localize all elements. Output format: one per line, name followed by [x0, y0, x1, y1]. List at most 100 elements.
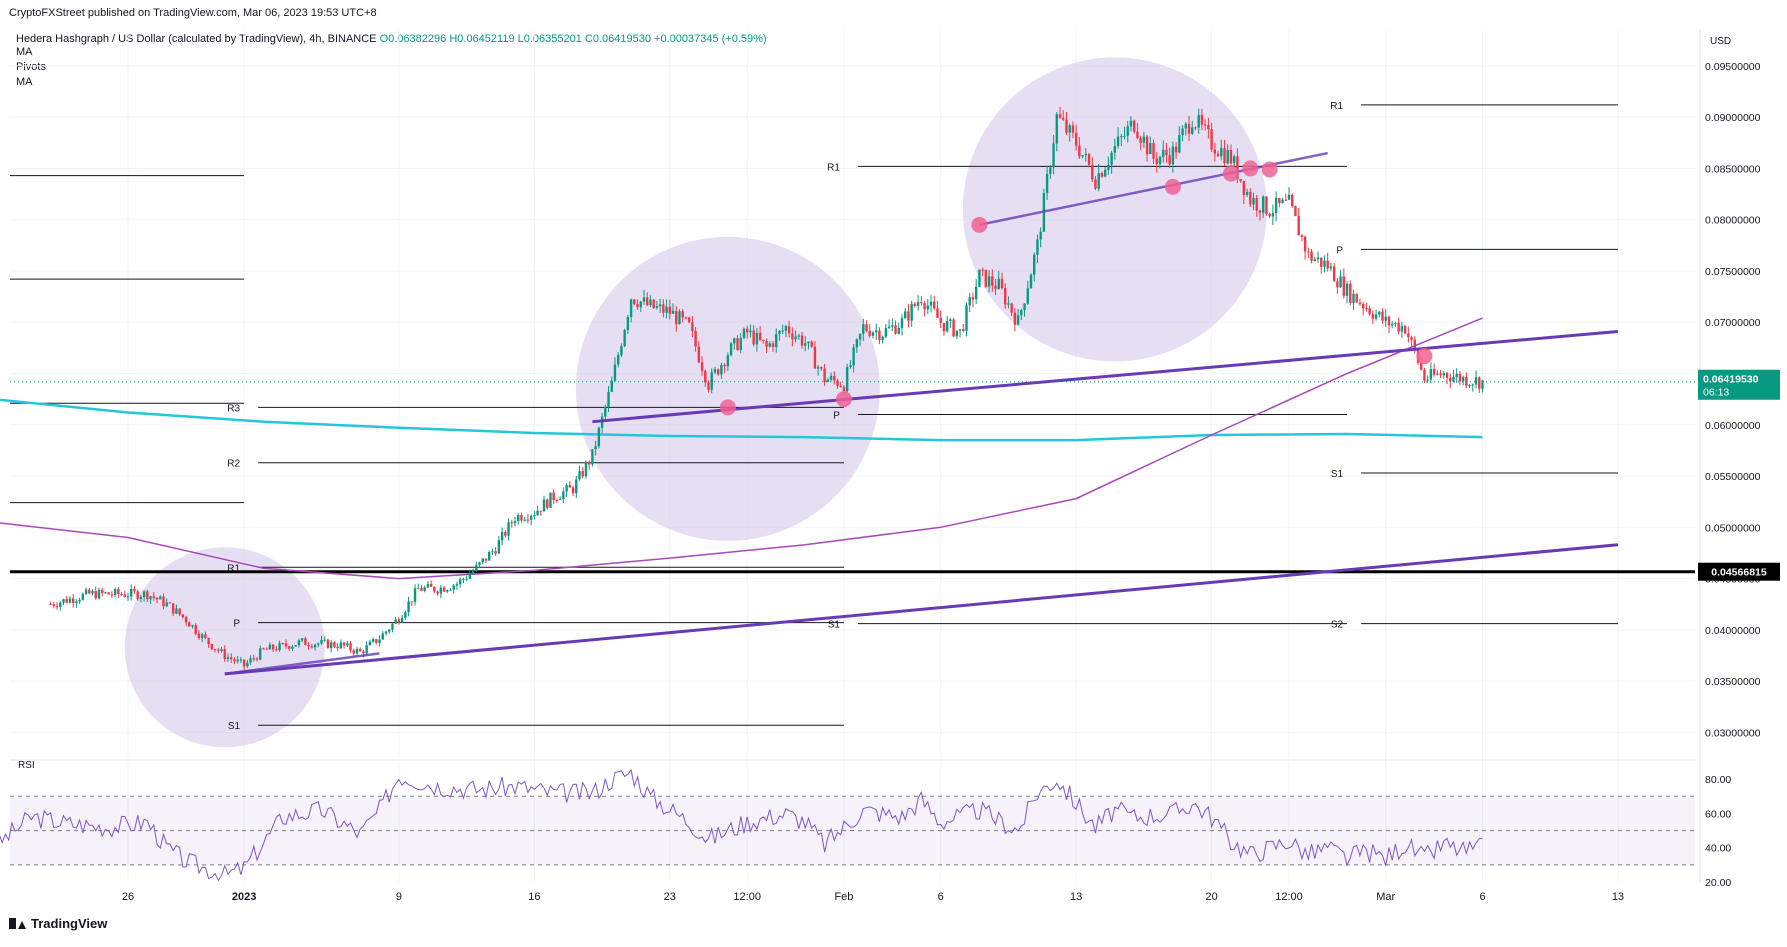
candle-body	[91, 591, 94, 594]
candle-body	[1471, 384, 1475, 386]
candle-body	[110, 594, 114, 596]
time-tick-label: Feb	[834, 891, 853, 903]
candle-body	[881, 336, 884, 340]
candle-body	[1062, 117, 1065, 120]
candle-body	[655, 306, 659, 308]
highlight-zone-circle	[575, 236, 880, 541]
price-tick-label: 0.08000000	[1705, 215, 1761, 227]
touch-marker	[971, 216, 988, 233]
candle-body	[558, 499, 562, 501]
candle-body	[1162, 149, 1165, 157]
candle-body	[658, 304, 662, 307]
candle-body	[1310, 251, 1313, 261]
candle-body	[233, 659, 236, 662]
candle-body	[326, 639, 330, 649]
candle-body	[997, 278, 1000, 289]
candle-body	[1374, 314, 1378, 319]
candle-body	[858, 333, 862, 340]
candle-body	[1249, 191, 1252, 205]
candle-body	[149, 596, 152, 600]
candle-body	[126, 596, 130, 598]
currency-label: USD	[1710, 36, 1731, 47]
tradingview-brand[interactable]: TradingView	[9, 916, 107, 931]
candle-body	[581, 471, 584, 477]
indicator-ma2-label[interactable]: MA	[16, 76, 33, 88]
candle-body	[152, 596, 155, 598]
candle-body	[1216, 153, 1220, 157]
candle-body	[891, 325, 894, 327]
time-tick-label: 20	[1205, 891, 1217, 903]
candle-body	[829, 376, 833, 380]
candle-body	[120, 593, 123, 595]
candle-body	[200, 634, 204, 639]
candle-body	[1307, 251, 1310, 253]
candle-body	[671, 310, 675, 314]
candle-body	[1329, 266, 1333, 269]
candle-body	[417, 588, 420, 590]
indicator-ma-label[interactable]: MA	[16, 46, 33, 58]
candle-body	[1381, 311, 1384, 321]
candle-body	[1332, 266, 1336, 282]
candle-body	[1432, 369, 1436, 375]
candle-body	[536, 510, 539, 516]
candle-body	[681, 311, 684, 318]
candle-body	[1339, 276, 1342, 288]
candle-body	[194, 625, 197, 634]
candle-body	[304, 638, 307, 646]
candle-body	[462, 578, 465, 580]
trendline	[224, 652, 380, 676]
candle-body	[1232, 156, 1236, 164]
candle-body	[155, 597, 159, 600]
candle-body	[633, 299, 636, 305]
candle-body	[784, 326, 788, 331]
price-tick-label: 0.03000000	[1705, 727, 1761, 739]
candle-body	[323, 639, 326, 641]
candle-body	[1126, 126, 1129, 136]
candle-body	[974, 286, 978, 300]
candle-body	[113, 589, 117, 595]
candle-body	[768, 343, 771, 347]
candle-body	[300, 638, 304, 641]
candle-body	[1168, 155, 1171, 165]
candle-body	[404, 612, 407, 618]
candle-body	[626, 316, 630, 331]
candle-body	[1129, 120, 1133, 127]
candle-body	[629, 299, 633, 317]
candle-body	[1268, 214, 1271, 217]
candle-body	[1184, 123, 1187, 129]
price-axis: 0.09500000 0.09000000 0.08500000 0.08000000…	[10, 61, 1780, 739]
candle-body	[604, 406, 607, 417]
candle-body	[542, 499, 546, 512]
bar-countdown: 06:13	[1703, 387, 1729, 399]
candle-body	[1342, 276, 1346, 296]
candle-body	[855, 339, 859, 348]
candle-body	[1461, 377, 1465, 382]
touch-marker	[1242, 160, 1259, 177]
candle-body	[281, 643, 284, 645]
candle-body	[778, 330, 781, 335]
candle-body	[478, 562, 481, 566]
candle-body	[1094, 179, 1097, 189]
candle-body	[552, 492, 555, 501]
candle-body	[816, 367, 820, 369]
candle-body	[910, 303, 913, 321]
indicator-pivots-label[interactable]: Pivots	[16, 61, 46, 73]
candle-body	[84, 589, 88, 594]
candle-body	[533, 515, 536, 517]
candle-body	[1158, 156, 1162, 164]
candle-body	[1191, 127, 1194, 134]
candle-body	[1245, 191, 1249, 195]
candle-body	[1255, 198, 1258, 211]
candle-body	[1291, 194, 1294, 207]
candle-body	[1352, 293, 1355, 303]
candle-body	[68, 598, 72, 603]
candle-body	[1068, 125, 1071, 133]
candle-body	[94, 591, 97, 599]
candle-body	[162, 596, 165, 607]
candle-body	[1039, 231, 1042, 240]
candle-body	[884, 328, 888, 337]
candle-body	[1287, 194, 1291, 200]
rsi-tick-label: 20.00	[1705, 877, 1731, 889]
pivot-label: S1	[828, 620, 841, 631]
